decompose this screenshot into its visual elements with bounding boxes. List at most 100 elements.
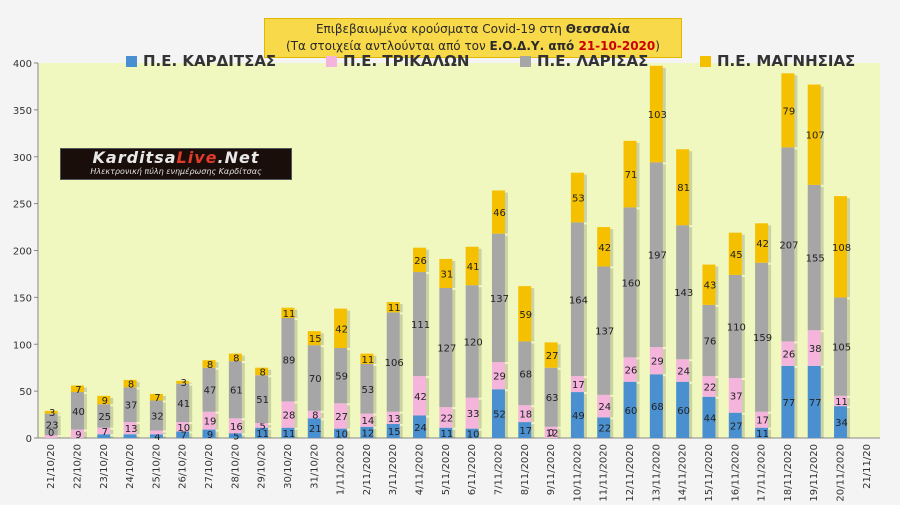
legend-swatch-karditsa	[126, 55, 137, 67]
data-label-magnisia-5: 3	[181, 378, 187, 389]
bar-shade-larisa-17	[504, 235, 508, 363]
bar-karditsa-23	[649, 374, 663, 438]
bar-trikala-0	[44, 435, 58, 438]
bar-shade-karditsa-20	[583, 394, 587, 438]
bar-shade-magnisia-21	[610, 229, 614, 267]
bar-shade-larisa-5	[189, 385, 193, 423]
bar-shade-magnisia-11	[347, 310, 351, 348]
bar-larisa-10	[307, 345, 321, 411]
legend-swatch-magnisia	[700, 55, 711, 67]
bar-shade-karditsa-25	[715, 398, 719, 438]
bar-larisa-23	[649, 162, 663, 348]
bar-shade-trikala-0	[57, 437, 61, 438]
legend-label-trikala: Π.Ε. ΤΡΙΚΑΛΩΝ	[343, 52, 470, 70]
bar-karditsa-22	[623, 381, 637, 438]
bar-magnisia-8	[255, 367, 269, 376]
title-line2-bold: Ε.Ο.Δ.Υ. από	[489, 39, 579, 53]
bar-shade-magnisia-9	[294, 309, 298, 318]
x-tick-label-2: 23/10/20	[99, 444, 110, 489]
data-label-karditsa-14: 24	[414, 423, 427, 434]
bar-karditsa-26	[728, 412, 742, 438]
bar-shade-karditsa-9	[294, 429, 298, 438]
data-label-karditsa-17: 52	[493, 410, 506, 421]
data-label-magnisia-4: 7	[154, 393, 160, 404]
bar-shade-magnisia-14	[426, 249, 430, 273]
data-label-karditsa-27: 11	[756, 429, 769, 440]
bar-magnisia-1	[70, 385, 84, 393]
bar-shade-larisa-28	[794, 149, 798, 342]
bar-karditsa-27	[755, 427, 769, 438]
bar-trikala-27	[755, 411, 769, 428]
x-tick-label-3: 24/10/20	[125, 444, 136, 489]
x-tick-label-11: 1/11/2020	[336, 444, 347, 495]
data-label-larisa-8: 51	[256, 395, 269, 406]
bar-shade-larisa-6	[215, 369, 219, 412]
y-tick-label-1: 50	[19, 387, 32, 398]
bar-magnisia-17	[491, 190, 505, 234]
data-label-trikala-25: 22	[704, 382, 717, 393]
data-label-trikala-13: 13	[388, 414, 401, 425]
bar-shade-trikala-25	[715, 378, 719, 397]
data-label-trikala-6: 19	[204, 417, 217, 428]
y-tick-label-0: 0	[26, 434, 32, 445]
bar-shade-magnisia-19	[557, 344, 561, 368]
bar-shade-larisa-30	[847, 299, 851, 396]
bar-larisa-21	[597, 266, 611, 395]
data-label-larisa-12: 53	[362, 385, 375, 396]
bar-shade-karditsa-10	[320, 420, 324, 438]
bar-shade-larisa-8	[268, 377, 272, 423]
data-label-larisa-30: 105	[832, 343, 851, 354]
bar-larisa-5	[176, 383, 190, 423]
bar-shade-trikala-1	[83, 431, 87, 438]
data-label-trikala-22: 26	[625, 366, 638, 377]
bar-larisa-2	[97, 404, 111, 428]
bar-shade-magnisia-24	[689, 151, 693, 226]
bar-karditsa-24	[676, 381, 690, 438]
bar-shade-magnisia-28	[794, 75, 798, 148]
bar-karditsa-3	[123, 434, 137, 438]
data-label-trikala-26: 37	[730, 391, 743, 402]
bar-magnisia-6	[202, 360, 216, 368]
logo-name-part2: Live	[176, 148, 218, 167]
bar-karditsa-4	[149, 434, 163, 438]
data-label-larisa-19: 63	[546, 393, 559, 404]
data-label-magnisia-14: 26	[414, 256, 427, 267]
legend-karditsa: Π.Ε. ΚΑΡΔΙΤΣΑΣ	[126, 52, 276, 70]
bar-trikala-1	[70, 429, 84, 438]
bar-shade-magnisia-16	[478, 248, 482, 286]
bar-larisa-30	[834, 297, 848, 396]
karditsalive-logo: KarditsaLive.Net Ηλεκτρονική πύλη ενημέρ…	[60, 148, 292, 180]
x-tick-label-29: 19/11/2020	[809, 444, 820, 501]
bar-shade-magnisia-27	[768, 225, 772, 263]
y-tick-label-6: 300	[13, 153, 32, 164]
data-label-karditsa-25: 44	[704, 413, 717, 424]
bar-magnisia-22	[623, 140, 637, 208]
legend-swatch-larisa	[520, 55, 531, 67]
x-tick-label-24: 14/11/2020	[678, 444, 689, 501]
bar-shade-magnisia-22	[636, 142, 640, 208]
bar-shade-karditsa-6	[215, 431, 219, 438]
legend-label-karditsa: Π.Ε. ΚΑΡΔΙΤΣΑΣ	[143, 52, 277, 70]
data-label-trikala-24: 24	[677, 367, 690, 378]
data-label-trikala-2: 7	[102, 427, 108, 438]
bar-karditsa-14	[413, 415, 427, 438]
data-label-larisa-6: 47	[204, 386, 217, 397]
bar-karditsa-7	[228, 433, 242, 438]
bar-shade-magnisia-15	[452, 260, 456, 288]
data-label-trikala-9: 28	[283, 411, 296, 422]
bar-karditsa-16	[465, 428, 479, 438]
bar-magnisia-21	[597, 227, 611, 267]
x-tick-label-1: 22/10/20	[72, 444, 83, 489]
data-label-karditsa-7: 5	[233, 432, 239, 443]
bar-shade-karditsa-8	[268, 429, 272, 438]
data-label-karditsa-16: 10	[467, 429, 480, 440]
y-tick-label-3: 150	[13, 293, 32, 304]
data-label-larisa-26: 110	[727, 322, 746, 333]
data-label-magnisia-18: 59	[519, 310, 532, 321]
bar-shade-trikala-5	[189, 424, 193, 432]
data-label-magnisia-8: 8	[259, 367, 265, 378]
bar-magnisia-20	[570, 172, 584, 223]
x-tick-label-30: 20/11/2020	[836, 444, 847, 501]
